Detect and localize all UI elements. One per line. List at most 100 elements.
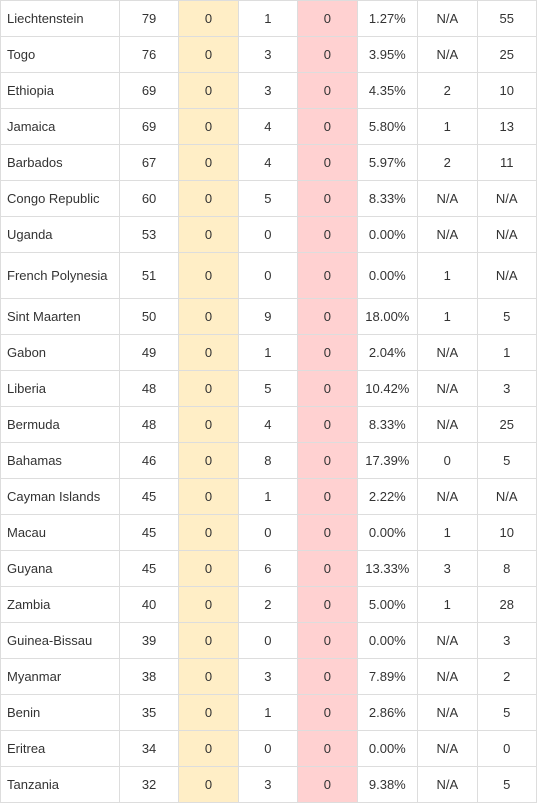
cell-percent: 0.00% [357,253,418,299]
cell-highlight-red: 0 [298,253,357,299]
cell-value: 5 [238,181,297,217]
cell-highlight-red: 0 [298,479,357,515]
cell-value: 10 [477,73,537,109]
cell-highlight-yellow: 0 [179,767,238,803]
cell-value: 0 [238,217,297,253]
cell-value: 1 [418,587,477,623]
cell-value: 1 [418,515,477,551]
cell-percent: 9.38% [357,767,418,803]
table-row: Congo Republic600508.33%N/AN/A [1,181,537,217]
cell-highlight-yellow: 0 [179,217,238,253]
cell-country: Sint Maarten [1,299,120,335]
cell-percent: 0.00% [357,623,418,659]
cell-country: Uganda [1,217,120,253]
cell-value: N/A [418,767,477,803]
table-row: Eritrea340000.00%N/A0 [1,731,537,767]
cell-value: N/A [418,217,477,253]
cell-highlight-red: 0 [298,299,357,335]
cell-value: 3 [238,659,297,695]
cell-country: Bahamas [1,443,120,479]
cell-value: 4 [238,145,297,181]
cell-value: 45 [119,515,178,551]
cell-highlight-yellow: 0 [179,73,238,109]
cell-highlight-red: 0 [298,515,357,551]
cell-value: 2 [477,659,537,695]
cell-highlight-yellow: 0 [179,253,238,299]
cell-value: N/A [418,371,477,407]
cell-value: 50 [119,299,178,335]
cell-value: N/A [477,253,537,299]
cell-country: Eritrea [1,731,120,767]
cell-highlight-red: 0 [298,587,357,623]
table-row: Cayman Islands450102.22%N/AN/A [1,479,537,515]
cell-country: Togo [1,37,120,73]
cell-percent: 2.22% [357,479,418,515]
cell-value: N/A [418,1,477,37]
cell-percent: 0.00% [357,731,418,767]
cell-value: 5 [477,299,537,335]
cell-value: 2 [418,73,477,109]
cell-value: 0 [418,443,477,479]
cell-value: 76 [119,37,178,73]
cell-percent: 5.00% [357,587,418,623]
cell-value: 0 [238,731,297,767]
cell-value: 55 [477,1,537,37]
cell-country: Liberia [1,371,120,407]
cell-highlight-red: 0 [298,407,357,443]
table-row: Bermuda480408.33%N/A25 [1,407,537,443]
cell-country: Guyana [1,551,120,587]
table-row: Togo760303.95%N/A25 [1,37,537,73]
cell-highlight-yellow: 0 [179,407,238,443]
cell-value: N/A [418,407,477,443]
cell-highlight-red: 0 [298,109,357,145]
cell-value: 2 [418,145,477,181]
cell-percent: 18.00% [357,299,418,335]
cell-value: 1 [238,695,297,731]
cell-value: 28 [477,587,537,623]
cell-value: 3 [477,371,537,407]
cell-value: 0 [238,623,297,659]
cell-highlight-yellow: 0 [179,731,238,767]
cell-highlight-yellow: 0 [179,299,238,335]
cell-highlight-red: 0 [298,181,357,217]
cell-highlight-red: 0 [298,659,357,695]
table-row: Liechtenstein790101.27%N/A55 [1,1,537,37]
cell-value: 40 [119,587,178,623]
cell-value: 79 [119,1,178,37]
cell-value: 45 [119,479,178,515]
cell-value: 1 [238,479,297,515]
cell-value: 1 [238,1,297,37]
table-row: Guinea-Bissau390000.00%N/A3 [1,623,537,659]
cell-highlight-red: 0 [298,695,357,731]
table-row: Sint Maarten5009018.00%15 [1,299,537,335]
cell-highlight-yellow: 0 [179,479,238,515]
cell-highlight-yellow: 0 [179,515,238,551]
cell-highlight-yellow: 0 [179,371,238,407]
cell-value: 4 [238,407,297,443]
table-row: Gabon490102.04%N/A1 [1,335,537,371]
cell-percent: 5.97% [357,145,418,181]
cell-highlight-red: 0 [298,551,357,587]
cell-value: 8 [477,551,537,587]
cell-percent: 17.39% [357,443,418,479]
cell-value: 67 [119,145,178,181]
cell-country: Zambia [1,587,120,623]
cell-value: 5 [477,443,537,479]
cell-value: 8 [238,443,297,479]
cell-country: Guinea-Bissau [1,623,120,659]
cell-value: 48 [119,371,178,407]
cell-highlight-red: 0 [298,335,357,371]
table-row: Ethiopia690304.35%210 [1,73,537,109]
cell-value: 32 [119,767,178,803]
cell-value: 3 [238,767,297,803]
cell-value: 46 [119,443,178,479]
cell-highlight-red: 0 [298,37,357,73]
cell-value: 0 [238,515,297,551]
cell-country: Liechtenstein [1,1,120,37]
cell-value: N/A [418,479,477,515]
cell-value: 3 [238,37,297,73]
cell-value: 5 [477,767,537,803]
cell-value: 48 [119,407,178,443]
cell-highlight-red: 0 [298,767,357,803]
cell-value: 49 [119,335,178,371]
